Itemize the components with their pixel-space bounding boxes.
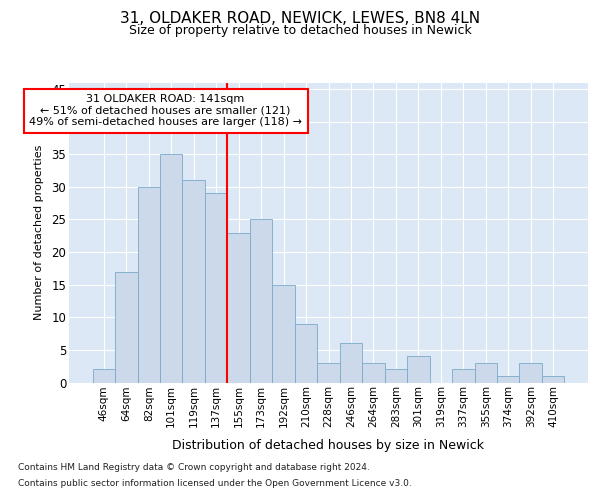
Text: 31 OLDAKER ROAD: 141sqm
← 51% of detached houses are smaller (121)
49% of semi-d: 31 OLDAKER ROAD: 141sqm ← 51% of detache…: [29, 94, 302, 128]
Bar: [137, 187, 160, 382]
Bar: [520, 363, 542, 382]
X-axis label: Distribution of detached houses by size in Newick: Distribution of detached houses by size …: [173, 438, 485, 452]
Text: Size of property relative to detached houses in Newick: Size of property relative to detached ho…: [128, 24, 472, 37]
Bar: [452, 370, 475, 382]
Bar: [407, 356, 430, 382]
Bar: [475, 363, 497, 382]
Bar: [92, 370, 115, 382]
Bar: [182, 180, 205, 382]
Bar: [362, 363, 385, 382]
Bar: [160, 154, 182, 382]
Bar: [385, 370, 407, 382]
Bar: [115, 272, 137, 382]
Bar: [542, 376, 565, 382]
Y-axis label: Number of detached properties: Number of detached properties: [34, 145, 44, 320]
Bar: [497, 376, 520, 382]
Text: 31, OLDAKER ROAD, NEWICK, LEWES, BN8 4LN: 31, OLDAKER ROAD, NEWICK, LEWES, BN8 4LN: [120, 11, 480, 26]
Bar: [317, 363, 340, 382]
Bar: [227, 232, 250, 382]
Text: Contains HM Land Registry data © Crown copyright and database right 2024.: Contains HM Land Registry data © Crown c…: [18, 464, 370, 472]
Text: Contains public sector information licensed under the Open Government Licence v3: Contains public sector information licen…: [18, 478, 412, 488]
Bar: [340, 344, 362, 382]
Bar: [295, 324, 317, 382]
Bar: [205, 194, 227, 382]
Bar: [250, 220, 272, 382]
Bar: [272, 284, 295, 382]
